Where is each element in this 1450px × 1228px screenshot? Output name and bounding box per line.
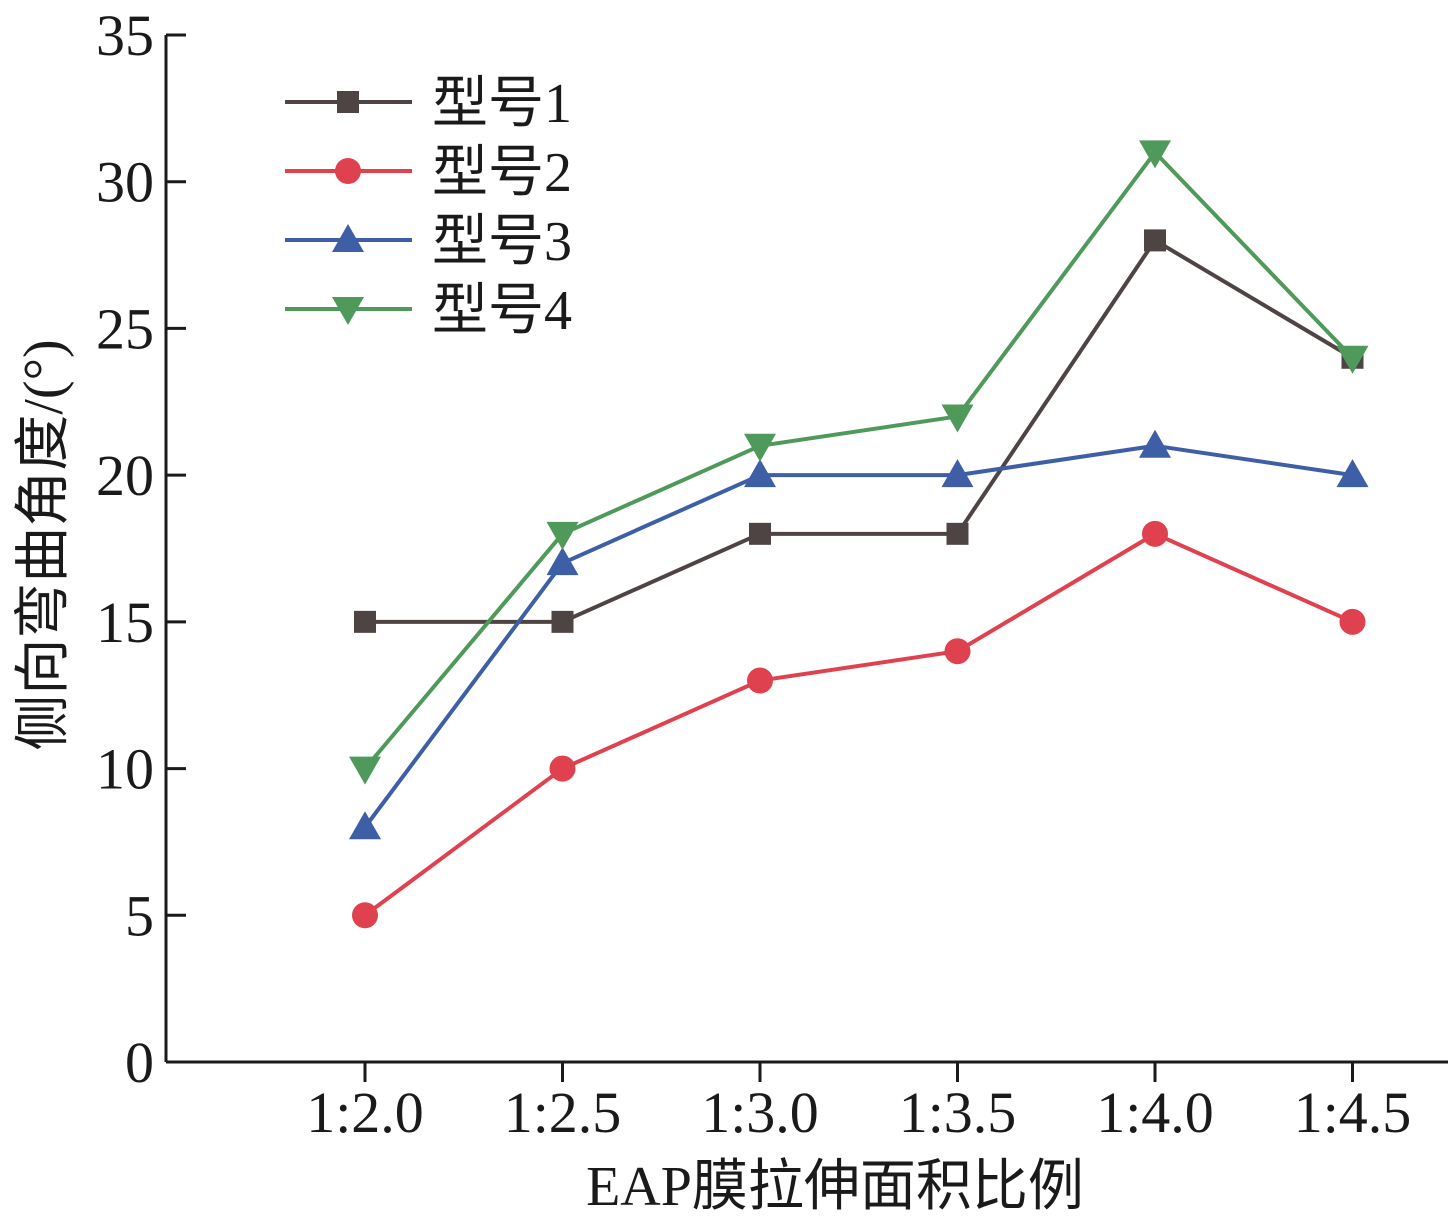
- data-point: [1139, 140, 1171, 169]
- data-point: [1336, 459, 1369, 488]
- x-axis-title: EAP膜拉伸面积比例: [586, 1156, 1084, 1218]
- legend-marker: [337, 91, 359, 113]
- legend-label: 型号4: [432, 280, 572, 342]
- data-point: [749, 522, 771, 545]
- data-point: [349, 811, 381, 840]
- legend-item: 型号1: [285, 73, 572, 135]
- data-point: [1144, 229, 1166, 252]
- data-point: [1336, 345, 1369, 374]
- series-4: [349, 140, 1369, 785]
- legend-label: 型号1: [432, 73, 572, 135]
- y-tick-label: 30: [96, 150, 154, 215]
- data-point: [349, 756, 381, 785]
- x-tick-label: 1:2.0: [306, 1080, 424, 1145]
- legend-label: 型号2: [432, 142, 572, 204]
- data-point: [546, 521, 579, 550]
- data-point: [941, 404, 974, 433]
- series-2: [352, 520, 1366, 929]
- legend-item: 型号2: [285, 142, 572, 204]
- series-3: [349, 429, 1369, 840]
- legend-item: 型号3: [285, 211, 572, 273]
- data-point: [549, 755, 576, 782]
- data-point: [744, 433, 776, 462]
- data-point: [1142, 520, 1168, 547]
- legend-label: 型号3: [432, 211, 572, 273]
- series-line: [363, 531, 1354, 917]
- legend-marker: [332, 297, 364, 325]
- legend-item: 型号4: [285, 280, 572, 342]
- plot-series: [349, 140, 1369, 929]
- data-point: [1139, 429, 1171, 458]
- y-tick-label: 35: [96, 3, 154, 68]
- data-point: [944, 638, 971, 665]
- y-tick-label: 15: [96, 590, 154, 655]
- x-tick-label: 1:4.0: [1096, 1080, 1214, 1145]
- x-tick-label: 1:3.5: [899, 1080, 1017, 1145]
- y-tick-label: 20: [96, 443, 154, 508]
- data-point: [1339, 608, 1366, 635]
- data-point: [352, 902, 378, 929]
- data-point: [744, 459, 776, 488]
- legend-marker: [332, 224, 364, 252]
- series-line: [365, 238, 1354, 624]
- x-tick-label: 1:4.5: [1294, 1080, 1412, 1145]
- y-tick-label: 0: [125, 1030, 154, 1095]
- data-point: [946, 522, 969, 545]
- y-axis-title: 侧向弯曲角度/(°): [13, 339, 75, 750]
- axes: 0 5 10 15 20 25 30 35 1:2.0 1:2.5 1:3.0 1:3.5 1:4.0 1…: [96, 3, 1448, 1145]
- y-tick-label: 10: [96, 737, 154, 802]
- data-point: [546, 547, 579, 576]
- data-point: [941, 459, 974, 488]
- data-point: [354, 610, 376, 633]
- legend-marker: [335, 158, 361, 184]
- data-point: [551, 610, 574, 633]
- x-tick-label: 1:3.0: [701, 1080, 819, 1145]
- y-tick-label: 5: [125, 883, 154, 948]
- y-tick-label: 25: [96, 296, 154, 361]
- x-tick-label: 1:2.5: [504, 1080, 622, 1145]
- series-line: [363, 150, 1354, 770]
- legend: 型号1 型号2 型号3 型号4: [285, 73, 572, 342]
- series-line: [363, 443, 1353, 829]
- data-point: [747, 667, 773, 694]
